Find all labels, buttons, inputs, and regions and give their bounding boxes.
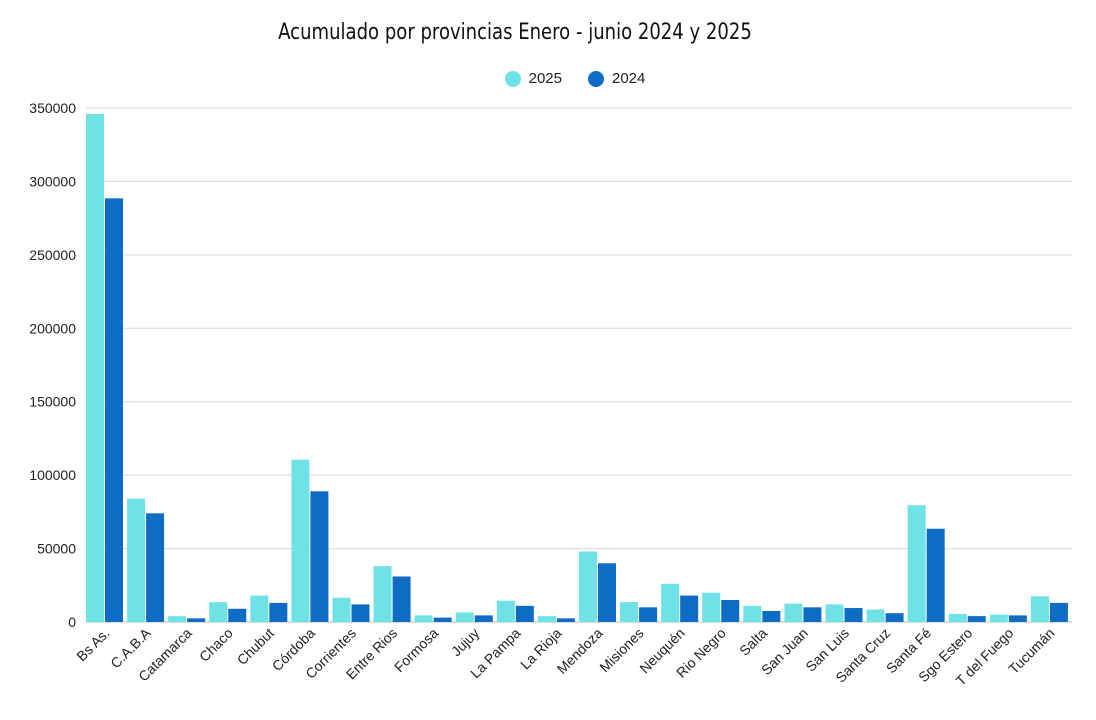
- bar-2025[interactable]: [373, 566, 392, 622]
- legend-label-2025: 2025: [528, 70, 562, 87]
- bar-2025[interactable]: [866, 609, 885, 622]
- y-tick-label: 250000: [29, 247, 76, 263]
- bar-2024[interactable]: [844, 608, 863, 622]
- y-tick-label: 350000: [29, 100, 76, 116]
- bar-2024[interactable]: [885, 613, 904, 622]
- bar-2024[interactable]: [967, 616, 986, 622]
- y-tick-label: 100000: [29, 467, 76, 483]
- bar-2024[interactable]: [639, 607, 658, 622]
- bar-2025[interactable]: [784, 603, 803, 622]
- legend-item-2024[interactable]: 2024: [588, 70, 645, 87]
- bar-2025[interactable]: [332, 597, 351, 622]
- y-tick-label: 50000: [37, 541, 76, 557]
- bar-2025[interactable]: [989, 614, 1008, 622]
- bar-2025[interactable]: [127, 498, 146, 622]
- bar-2024[interactable]: [433, 617, 452, 622]
- bar-2024[interactable]: [926, 528, 945, 622]
- bar-2025[interactable]: [825, 604, 844, 622]
- bar-2025[interactable]: [455, 612, 474, 622]
- bar-2024[interactable]: [351, 604, 370, 622]
- x-tick-label: Salta: [736, 625, 770, 659]
- bar-2024[interactable]: [269, 602, 288, 622]
- x-tick-label: Chaco: [196, 625, 236, 665]
- bar-2024[interactable]: [721, 599, 740, 622]
- x-tick-label: Jujuy: [448, 625, 482, 659]
- bar-2024[interactable]: [310, 491, 329, 622]
- bar-2025[interactable]: [1030, 596, 1049, 622]
- bar-2024[interactable]: [1008, 615, 1027, 622]
- legend-swatch-2024: [588, 70, 604, 87]
- bar-2024[interactable]: [680, 595, 699, 622]
- bar-2024[interactable]: [474, 615, 493, 622]
- y-tick-label: 150000: [29, 394, 76, 410]
- bar-2024[interactable]: [146, 513, 165, 622]
- bar-2024[interactable]: [556, 618, 575, 622]
- bar-2025[interactable]: [661, 583, 680, 622]
- y-tick-label: 200000: [29, 320, 76, 336]
- legend-label-2024: 2024: [612, 70, 646, 87]
- bar-2025[interactable]: [250, 595, 269, 622]
- bar-2025[interactable]: [537, 616, 556, 622]
- bar-2025[interactable]: [496, 600, 515, 622]
- bar-2024[interactable]: [228, 608, 247, 622]
- x-tick-label: Mendoza: [554, 625, 606, 677]
- bar-2024[interactable]: [105, 198, 123, 622]
- bar-2025[interactable]: [291, 459, 310, 622]
- bar-2025[interactable]: [86, 113, 104, 623]
- legend-swatch-2025: [504, 70, 521, 87]
- bar-2025[interactable]: [948, 613, 967, 622]
- bar-2025[interactable]: [620, 602, 639, 622]
- bar-2024[interactable]: [762, 610, 781, 622]
- x-tick-label: Tucumán: [1005, 625, 1057, 677]
- bar-2025[interactable]: [743, 605, 762, 622]
- x-tick-label: Formosa: [391, 625, 442, 676]
- legend-item-2025[interactable]: 2025: [504, 70, 562, 87]
- bar-2025[interactable]: [579, 551, 597, 622]
- y-tick-label: 300000: [29, 173, 76, 189]
- bar-2024[interactable]: [1049, 602, 1068, 622]
- bar-2024[interactable]: [392, 576, 411, 622]
- x-tick-label: Bs As.: [73, 625, 112, 664]
- chart-title: Acumulado por provincias Enero - junio 2…: [278, 20, 752, 45]
- bar-2025[interactable]: [907, 505, 926, 622]
- bar-2025[interactable]: [702, 592, 721, 622]
- bar-2025[interactable]: [168, 616, 187, 622]
- bar-2024[interactable]: [803, 607, 822, 622]
- y-tick-label: 0: [68, 614, 76, 630]
- bar-2025[interactable]: [414, 615, 433, 622]
- bar-2024[interactable]: [515, 605, 534, 622]
- bar-2025[interactable]: [209, 602, 228, 622]
- bar-2024[interactable]: [598, 563, 616, 622]
- legend: 2025 2024: [0, 70, 1096, 87]
- bar-2024[interactable]: [187, 618, 206, 622]
